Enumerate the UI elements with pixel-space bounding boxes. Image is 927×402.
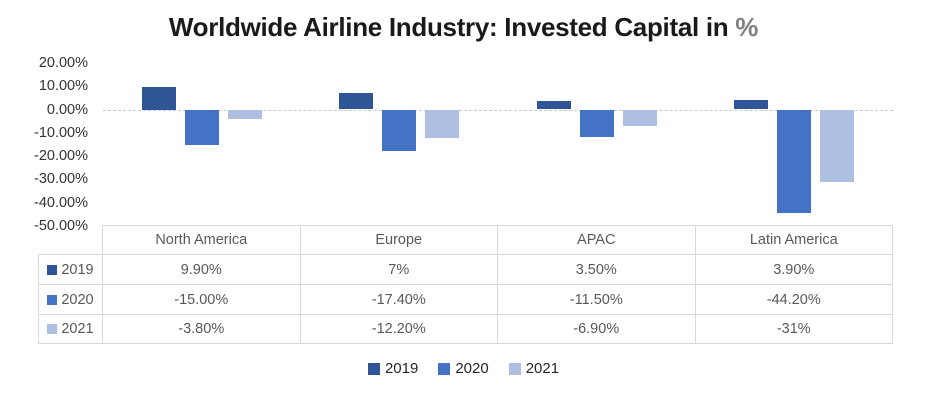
legend-swatch-2021 — [508, 362, 521, 375]
table-header-europe: Europe — [300, 225, 498, 255]
series-swatch-2019 — [47, 264, 58, 275]
table-header-latin-america: Latin America — [695, 225, 893, 255]
legend-swatch-2020 — [438, 362, 451, 375]
table-rowheader-label: 2020 — [61, 291, 94, 308]
table-value-2019-latin-america: 3.90% — [695, 255, 893, 285]
y-axis-tick-label: 10.00% — [38, 78, 88, 95]
bar-2021-north-america[interactable] — [228, 110, 262, 119]
table-value-2019-apac: 3.50% — [498, 255, 696, 285]
table-header-apac: APAC — [498, 225, 696, 255]
chart-title-percent: % — [728, 12, 759, 42]
y-axis-tick-label: -10.00% — [33, 124, 88, 141]
y-axis-tick-label: 20.00% — [38, 55, 88, 71]
table-rowheader-label: 2021 — [61, 321, 94, 337]
plot-area[interactable] — [103, 63, 893, 226]
y-axis-tick-label: -50.00% — [33, 218, 88, 234]
table-value-2021-latin-america: -31% — [695, 315, 893, 344]
bar-2020-apac[interactable] — [580, 110, 614, 137]
bar-2020-latin-america[interactable] — [777, 110, 811, 213]
table-rowheader-2019: 2019 — [38, 255, 103, 285]
table-value-2020-apac: -11.50% — [498, 285, 696, 315]
legend-label: 2019 — [384, 360, 419, 377]
bar-2021-apac[interactable] — [623, 110, 657, 126]
bar-2021-latin-america[interactable] — [820, 110, 854, 182]
legend-label: 2021 — [525, 360, 560, 377]
bar-2019-north-america[interactable] — [142, 87, 176, 110]
chart-title: Worldwide Airline Industry: Invested Cap… — [0, 12, 927, 43]
y-axis-tick-label: 0.00% — [46, 101, 88, 118]
table-value-2021-europe: -12.20% — [300, 315, 498, 344]
table-header-north-america: North America — [103, 225, 301, 255]
chart-title-text: Worldwide Airline Industry: Invested Cap… — [168, 12, 729, 42]
table-value-2020-latin-america: -44.20% — [695, 285, 893, 315]
legend-swatch-2019 — [367, 362, 380, 375]
y-axis-tick-label: -30.00% — [33, 171, 88, 188]
y-axis-tick-label: -20.00% — [33, 148, 88, 165]
table-value-2020-north-america: -15.00% — [103, 285, 301, 315]
chart-legend: 2019 2020 2021 — [0, 360, 927, 377]
zero-axis-line — [103, 110, 893, 111]
y-axis-tick-label: -40.00% — [33, 194, 88, 211]
table-value-2021-north-america: -3.80% — [103, 315, 301, 344]
legend-item-2019[interactable]: 2019 — [367, 360, 419, 377]
table-rowheader-2020: 2020 — [38, 285, 103, 315]
table-rowheader-label: 2019 — [61, 261, 94, 278]
bar-2019-apac[interactable] — [537, 101, 571, 109]
table-value-2020-europe: -17.40% — [300, 285, 498, 315]
legend-label: 2020 — [455, 360, 489, 377]
bar-2019-europe[interactable] — [339, 93, 373, 109]
series-swatch-2020 — [47, 294, 58, 305]
data-table: North America Europe APAC Latin America 2019… — [38, 225, 893, 344]
legend-item-2021[interactable]: 2021 — [508, 360, 560, 377]
series-swatch-2021 — [47, 324, 58, 334]
bar-2021-europe[interactable] — [425, 110, 459, 138]
legend-item-2020[interactable]: 2020 — [438, 360, 489, 377]
bar-2019-latin-america[interactable] — [734, 100, 768, 109]
table-corner-cell — [38, 225, 103, 255]
table-value-2019-europe: 7% — [300, 255, 498, 285]
bar-2020-north-america[interactable] — [185, 110, 219, 145]
bar-2020-europe[interactable] — [382, 110, 416, 151]
table-value-2019-north-america: 9.90% — [103, 255, 301, 285]
table-rowheader-2021: 2021 — [38, 315, 103, 344]
table-value-2021-apac: -6.90% — [498, 315, 696, 344]
